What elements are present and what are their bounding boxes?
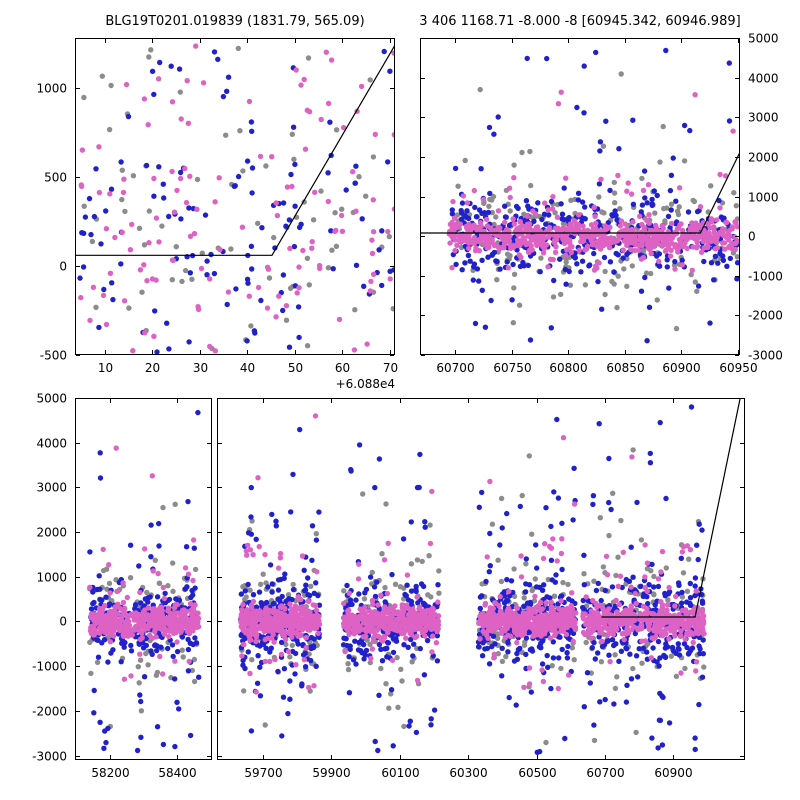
- y-tick-label: 3000: [748, 111, 779, 125]
- chart-full-lightcurve: 58200 58400 -3000 -2000 -1000 0 1000 2000 3000 40…: [32, 392, 745, 781]
- x-tick-label: 10: [98, 361, 113, 375]
- y-tick-label: 4000: [36, 437, 67, 451]
- x-tick-label: 30: [193, 361, 208, 375]
- chart-zoom-window: 10 20 30 40 50 60 70 -500 0 500 1000 +6.088e4: [36, 38, 398, 392]
- tick-marks: [421, 38, 739, 356]
- x-tick-label: 60: [335, 361, 350, 375]
- tick-labels: 58200 58400 -3000 -2000 -1000 0 1000 2000 3000 40…: [32, 392, 196, 781]
- y-tick-label: 1000: [36, 82, 67, 96]
- x-tick-label: 58400: [158, 766, 196, 780]
- x-axis-offset-label: +6.088e4: [336, 377, 395, 391]
- x-tick-label: 60900: [662, 361, 700, 375]
- x-tick-label: 59900: [312, 766, 350, 780]
- x-tick-label: 60300: [449, 766, 487, 780]
- scatter-points-pink: [238, 413, 707, 695]
- x-tick-label: 60800: [549, 361, 587, 375]
- tick-marks: [218, 398, 744, 759]
- y-tick-label: -3000: [32, 750, 67, 764]
- right-plot-title: 3 406 1168.71 -8.000 -8 [60945.342, 6094…: [419, 14, 741, 29]
- y-tick-label: 3000: [36, 481, 67, 495]
- axes-frame: [75, 38, 395, 355]
- y-tick-label: 1000: [36, 571, 67, 585]
- left-plot-title: BLG19T0201.019839 (1831.79, 565.09): [105, 14, 365, 29]
- y-tick-label: -1000: [748, 270, 783, 284]
- plot-area: [420, 47, 740, 344]
- scatter-points-pink: [446, 89, 740, 273]
- tick-labels: 59700 59900 60100 60300 60500 60700 60900: [244, 766, 692, 780]
- x-tick-label: 60700: [586, 766, 624, 780]
- y-tick-label: 5000: [748, 32, 779, 46]
- y-tick-label: -2000: [748, 309, 783, 323]
- y-tick-label: 0: [748, 230, 756, 244]
- x-tick-label: 60900: [654, 766, 692, 780]
- x-tick-label: 59700: [244, 766, 282, 780]
- tick-labels: 10 20 30 40 50 60 70 -500 0 500 1000 +6.088e4: [36, 82, 398, 392]
- plot-area: [87, 409, 202, 754]
- chart-season-window: 60700 60750 60800 60850 60900 60950-3000 -2000…: [420, 32, 783, 376]
- axes-frame: [75, 398, 212, 760]
- x-tick-label: 60950: [719, 361, 757, 375]
- model-line: [75, 44, 395, 256]
- y-tick-label: -1000: [32, 660, 67, 674]
- x-tick-label: 60750: [493, 361, 531, 375]
- y-tick-label: 2000: [748, 151, 779, 165]
- scatter-points-blue: [238, 404, 706, 755]
- scatter-points-pink: [78, 43, 395, 355]
- scatter-points-blue: [77, 48, 395, 355]
- scatter-points-gray: [454, 71, 740, 332]
- scatter-points-pink: [87, 445, 202, 682]
- y-tick-label: 0: [59, 615, 67, 629]
- plot-area: [238, 398, 741, 755]
- x-tick-label: 58200: [91, 766, 129, 780]
- tick-marks: [76, 39, 394, 356]
- y-tick-label: 1000: [748, 191, 779, 205]
- y-tick-label: 5000: [36, 392, 67, 406]
- y-tick-label: -500: [40, 349, 67, 363]
- tick-marks: [76, 398, 211, 759]
- plot-area: [75, 43, 395, 355]
- y-tick-label: 4000: [748, 72, 779, 86]
- scatter-points-blue: [87, 409, 202, 754]
- x-tick-label: 40: [240, 361, 255, 375]
- x-tick-label: 50: [288, 361, 303, 375]
- x-tick-label: 60100: [381, 766, 419, 780]
- axes-frame: [420, 38, 740, 355]
- model-line: [601, 398, 741, 618]
- x-tick-label: 60850: [606, 361, 644, 375]
- y-tick-label: 2000: [36, 526, 67, 540]
- model-line: [420, 151, 740, 234]
- y-tick-label: 500: [44, 171, 67, 185]
- x-tick-label: 20: [145, 361, 160, 375]
- x-tick-label: 70: [383, 361, 398, 375]
- x-tick-label: 60500: [518, 766, 556, 780]
- y-tick-label: -3000: [748, 349, 783, 363]
- scatter-points-gray: [81, 45, 395, 352]
- x-tick-label: 60700: [436, 361, 474, 375]
- tick-labels: 60700 60750 60800 60850 60900 60950-3000 -2000…: [436, 32, 782, 376]
- axes-frame: [217, 398, 745, 760]
- y-tick-label: -2000: [32, 705, 67, 719]
- y-tick-label: 0: [59, 260, 67, 274]
